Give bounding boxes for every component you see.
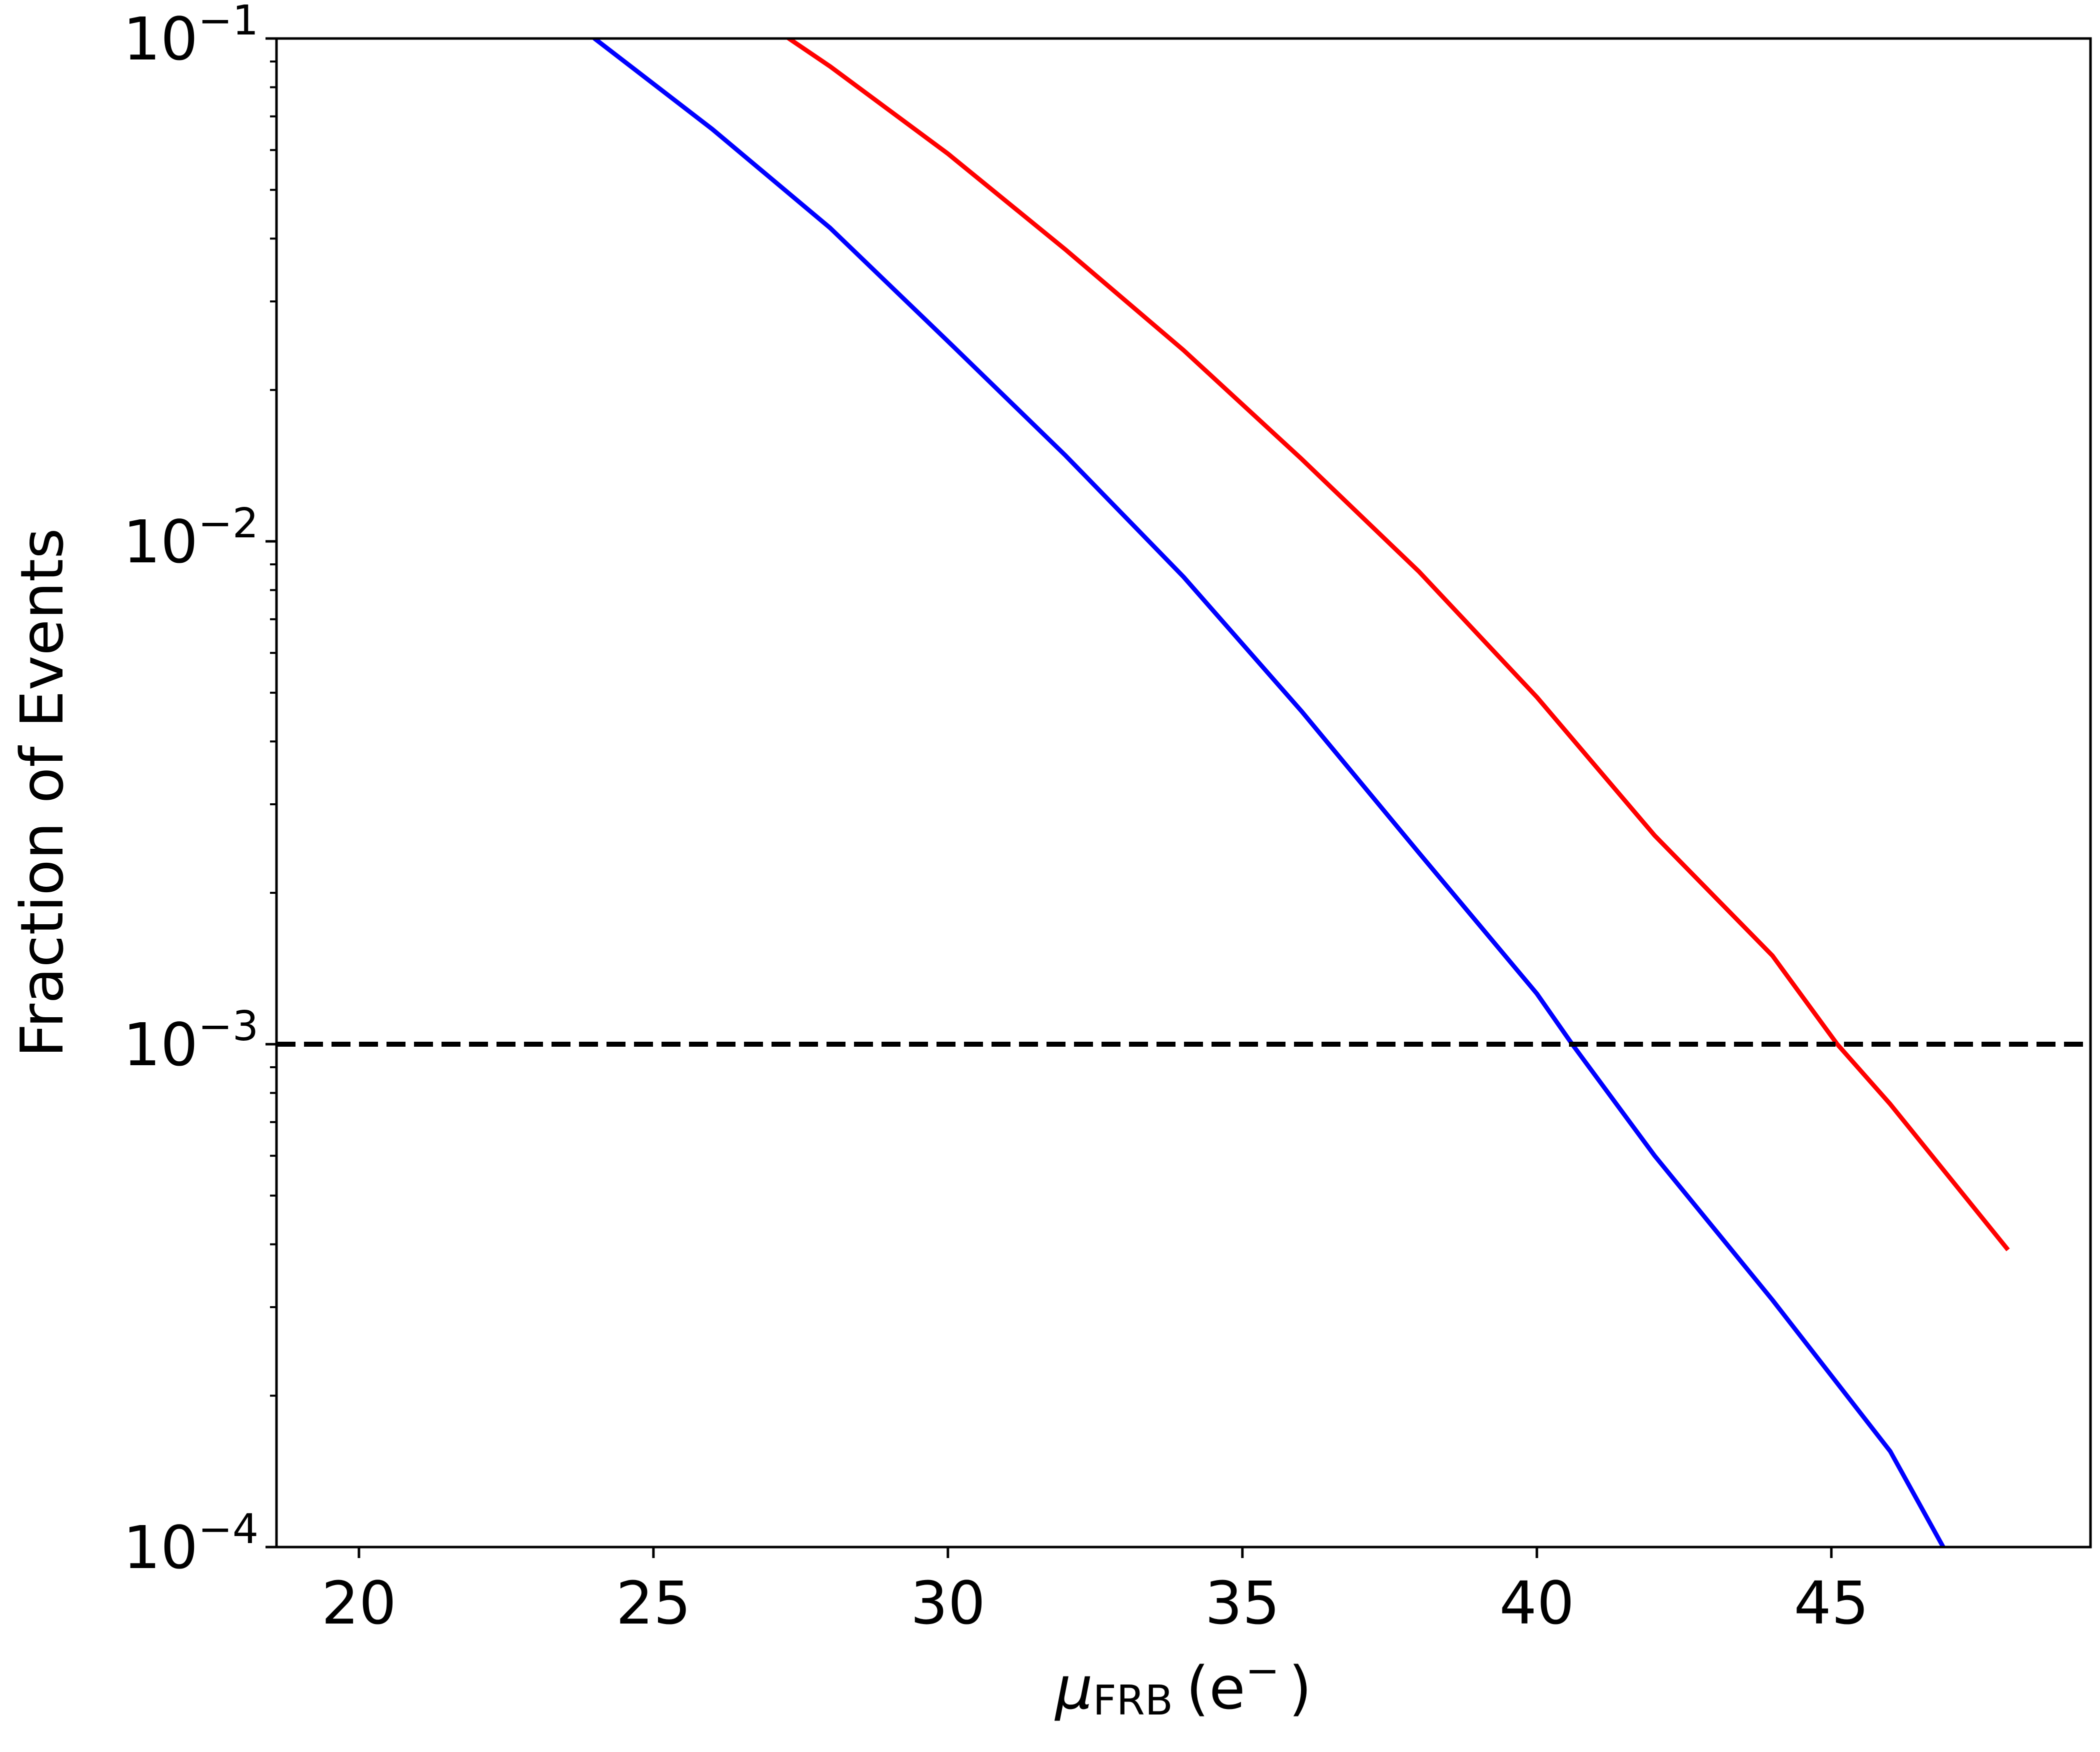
x-tick-label: 45 — [1794, 1569, 1869, 1638]
plot-frame — [275, 37, 2092, 1549]
x-tick-label: 20 — [322, 1569, 396, 1638]
y-axis-label: Fraction of Events — [8, 528, 76, 1057]
x-tick-label: 30 — [910, 1569, 986, 1638]
y-tick-label: 10−2 — [123, 500, 258, 576]
series-line-2 — [591, 38, 1946, 1547]
y-axis: 10−4 10−3 10−2 10−1 — [123, 0, 276, 1582]
x-axis: 20 25 30 35 40 45 — [322, 1547, 1869, 1638]
x-axis-label: μFRB (e−) — [1054, 1647, 1312, 1725]
series-line-1 — [785, 38, 2010, 1252]
x-tick-label: 40 — [1500, 1569, 1574, 1638]
x-tick-label: 35 — [1205, 1569, 1280, 1638]
x-tick-label: 25 — [616, 1569, 691, 1638]
series-layer — [591, 38, 2010, 1547]
y-tick-label: 10−1 — [123, 0, 258, 73]
y-tick-label: 10−3 — [123, 1003, 258, 1079]
y-tick-label: 10−4 — [123, 1506, 258, 1582]
